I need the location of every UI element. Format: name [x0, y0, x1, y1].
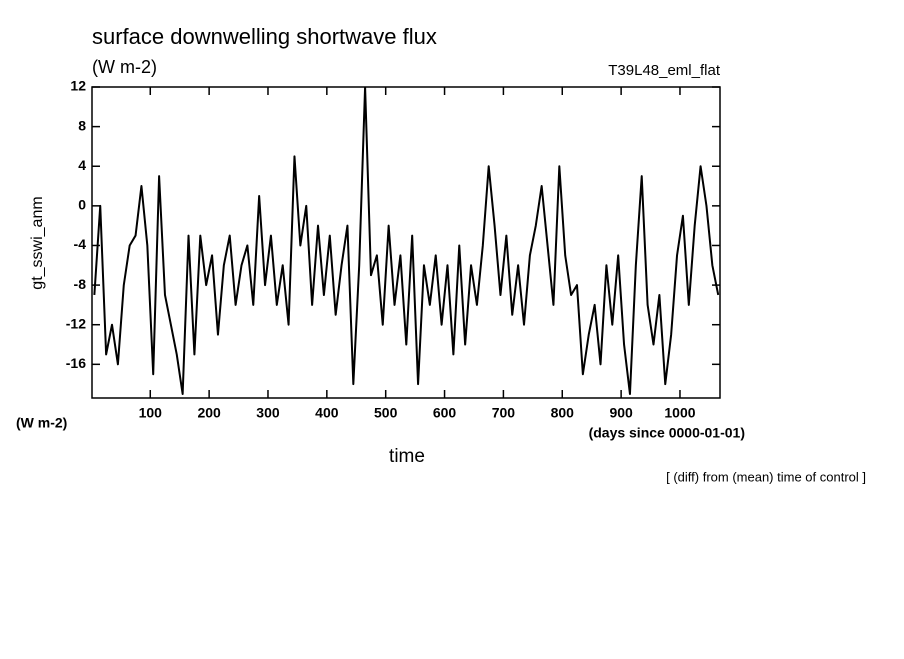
y-tick-label: -12 — [66, 315, 86, 331]
y-tick-label: 8 — [78, 117, 86, 133]
x-tick-label: 300 — [256, 405, 280, 421]
y-tick-label: 4 — [78, 157, 86, 173]
data-line — [93, 87, 720, 396]
y-tick-label: 12 — [70, 78, 86, 94]
x-tick-label: 600 — [433, 405, 457, 421]
run-label: T39L48_eml_flat — [608, 62, 721, 79]
x-tick-label: 100 — [139, 405, 163, 421]
y-tick-label: -4 — [74, 236, 87, 252]
x-tick-label: 400 — [315, 405, 339, 421]
x-tick-label: 200 — [197, 405, 221, 421]
y-tick-label: -16 — [66, 355, 86, 371]
y-axis-label: gt_sswi_anm — [29, 196, 46, 289]
plot-frame — [91, 86, 721, 399]
x-axis-label: time — [389, 446, 425, 467]
x-tick-label: 900 — [609, 405, 633, 421]
x-unit: (days since 0000-01-01) — [589, 425, 745, 441]
y-unit: (W m-2) — [16, 415, 67, 431]
x-tick-label: 1000 — [664, 405, 695, 421]
x-tick-label: 500 — [374, 405, 398, 421]
chart-title: surface downwelling shortwave flux — [92, 24, 437, 49]
y-tick-label: 0 — [78, 197, 86, 213]
y-tick-label: -8 — [74, 276, 87, 292]
x-tick-label: 800 — [551, 405, 575, 421]
x-tick-label: 700 — [492, 405, 516, 421]
chart-subtitle: (W m-2) — [92, 57, 157, 77]
note: [ (diff) from (mean) time of control ] — [666, 469, 866, 484]
